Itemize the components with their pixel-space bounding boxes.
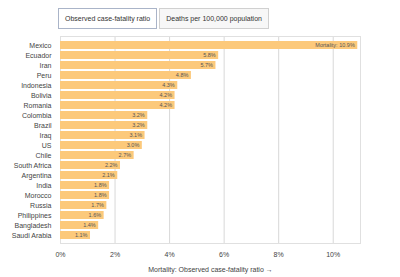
svg-text:5.7%: 5.7% [200,62,213,68]
svg-text:1.4%: 1.4% [83,222,96,228]
svg-text:Iran: Iran [39,62,51,69]
svg-text:Morocco: Morocco [25,192,52,199]
svg-text:1.1%: 1.1% [75,232,88,238]
svg-text:Ecuador: Ecuador [25,52,52,59]
svg-text:1.8%: 1.8% [94,192,107,198]
svg-text:8%: 8% [274,251,284,258]
svg-text:3.1%: 3.1% [129,132,142,138]
svg-text:Colombia: Colombia [22,112,52,119]
svg-text:4.8%: 4.8% [176,72,189,78]
svg-text:6%: 6% [219,251,229,258]
svg-text:Argentina: Argentina [22,172,52,180]
svg-text:Mortality: 10.9%: Mortality: 10.9% [315,42,355,48]
svg-text:1.8%: 1.8% [94,182,107,188]
svg-text:5.8%: 5.8% [203,52,216,58]
svg-text:2.7%: 2.7% [119,152,132,158]
html-text:Observed case-fatality ratio: Observed case-fatality ratio [65,14,151,22]
svg-text:Chile: Chile [36,152,52,159]
svg-text:1.6%: 1.6% [89,212,102,218]
svg-text:Russia: Russia [30,202,52,209]
svg-text:0%: 0% [55,251,65,258]
svg-text:Saudi Arabia: Saudi Arabia [12,232,52,239]
svg-text:3.2%: 3.2% [132,112,145,118]
svg-text:Peru: Peru [37,72,52,79]
svg-text:Indonesia: Indonesia [21,82,51,89]
svg-text:Mortality: Observed case-fatal: Mortality: Observed case-fatality ratio … [148,266,273,274]
svg-text:4.3%: 4.3% [162,82,175,88]
svg-text:3.0%: 3.0% [127,142,140,148]
svg-text:Iraq: Iraq [39,132,51,140]
svg-text:Bangladesh: Bangladesh [15,222,52,230]
svg-text:2%: 2% [110,251,120,258]
svg-text:India: India [36,182,51,189]
svg-text:2.1%: 2.1% [102,172,115,178]
svg-text:4.2%: 4.2% [159,92,172,98]
svg-text:Romania: Romania [23,102,51,109]
svg-text:4.2%: 4.2% [159,102,172,108]
svg-text:Philippines: Philippines [18,212,52,220]
svg-text:3.2%: 3.2% [132,122,145,128]
html-text:Deaths per 100,000 population: Deaths per 100,000 population [166,14,262,22]
svg-text:US: US [42,142,52,149]
svg-text:Bolivia: Bolivia [31,92,52,99]
svg-text:2.2%: 2.2% [105,162,118,168]
svg-text:South Africa: South Africa [14,162,52,169]
svg-text:Mexico: Mexico [29,42,51,49]
svg-text:1.7%: 1.7% [91,202,104,208]
svg-text:10%: 10% [326,251,340,258]
svg-text:4%: 4% [165,251,175,258]
svg-text:Brazil: Brazil [34,122,52,129]
